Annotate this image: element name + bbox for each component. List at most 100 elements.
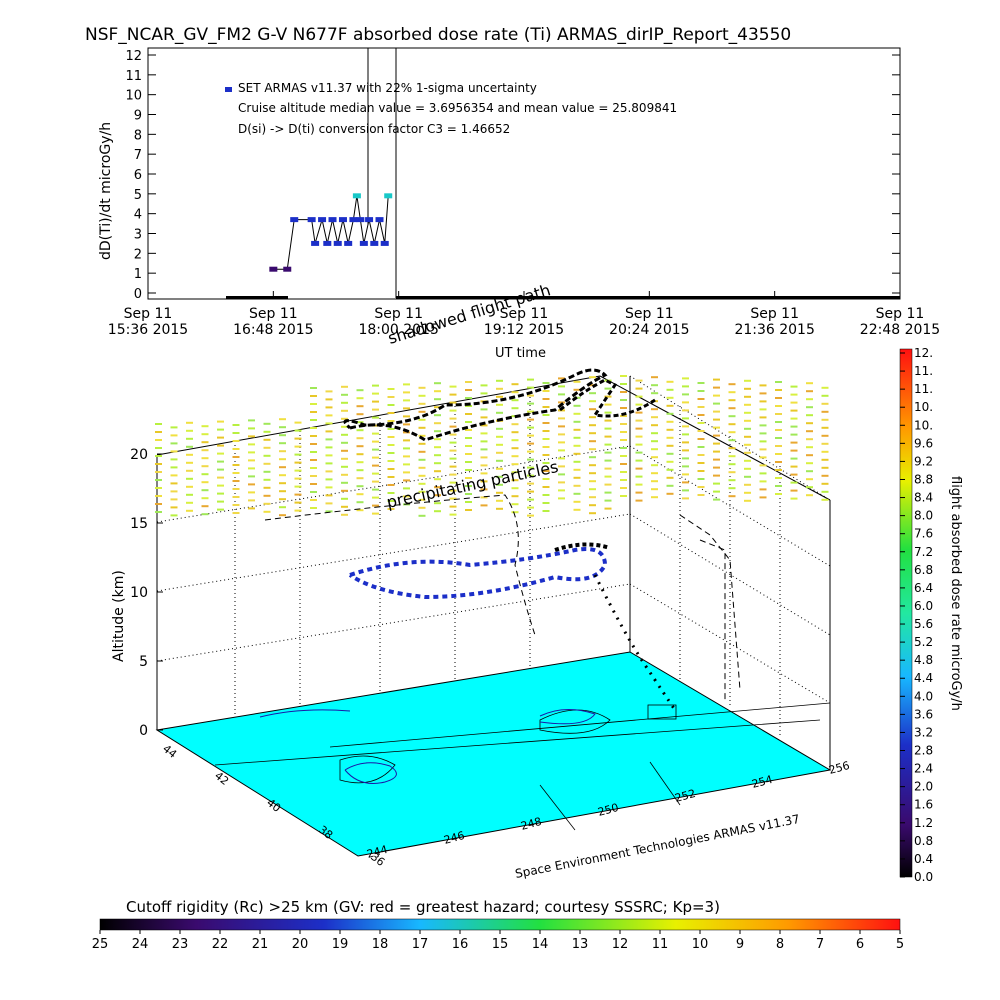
particle-mark — [155, 423, 162, 425]
particle-mark — [279, 514, 286, 517]
particle-mark — [387, 428, 395, 430]
particle-mark — [589, 456, 596, 459]
particle-mark — [682, 425, 689, 428]
particle-mark — [697, 414, 705, 416]
particle-mark — [666, 436, 674, 439]
particle-mark — [744, 491, 751, 494]
particle-mark — [620, 479, 627, 481]
particle-mark — [558, 449, 565, 452]
particle-mark — [651, 432, 658, 435]
particle-mark — [821, 490, 829, 493]
particle-mark — [728, 487, 736, 490]
particle-mark — [232, 480, 240, 482]
particle-mark — [496, 395, 503, 398]
particle-mark — [465, 461, 472, 463]
particle-mark — [651, 496, 658, 499]
particle-mark — [620, 487, 627, 489]
particle-mark — [511, 495, 519, 498]
particle-mark — [527, 418, 534, 421]
altitude-tick-label: 5 — [139, 654, 148, 670]
particle-mark — [682, 441, 689, 444]
particle-mark — [372, 384, 379, 387]
particle-mark — [294, 461, 302, 464]
particle-mark — [465, 421, 472, 423]
x-tick-date: Sep 11 — [500, 306, 549, 322]
particle-mark — [310, 467, 317, 469]
particle-mark — [635, 395, 643, 398]
particle-mark — [759, 392, 767, 395]
particle-mark — [356, 445, 364, 448]
rigidity-tick-label: 10 — [692, 937, 709, 952]
particle-mark — [279, 506, 286, 509]
particle-mark — [573, 444, 581, 447]
rigidity-tick-label: 12 — [612, 937, 629, 952]
particle-mark — [356, 405, 364, 408]
particle-mark — [558, 497, 565, 500]
particle-mark — [728, 463, 736, 466]
particle-mark — [604, 451, 612, 454]
particle-mark — [418, 466, 426, 469]
particle-mark — [635, 443, 643, 446]
particle-mark — [170, 498, 178, 501]
particle-mark — [170, 490, 178, 493]
particle-mark — [372, 480, 379, 483]
particle-mark — [418, 450, 426, 453]
rigidity-ticks: 25 24 23 22 21 20 19 18 17 16 15 14 13 12 11 10 9 8 7 6 5 — [92, 930, 904, 952]
colorbar-tick-label: 0.8 — [914, 834, 933, 848]
particle-mark — [403, 479, 410, 482]
particle-mark — [620, 455, 627, 457]
particle-mark — [279, 482, 286, 485]
particle-mark — [155, 503, 162, 505]
baseline-segment-left — [226, 296, 288, 299]
particle-mark — [620, 407, 627, 409]
particle-mark — [325, 462, 333, 465]
particle-mark — [697, 390, 705, 392]
particle-mark — [387, 500, 395, 502]
map-floor-lines — [214, 702, 831, 831]
particle-mark — [728, 495, 736, 498]
particle-mark — [527, 442, 534, 445]
particle-mark — [697, 406, 705, 408]
particle-mark — [449, 465, 457, 468]
particle-mark — [372, 392, 379, 395]
particle-mark — [790, 457, 798, 460]
particle-mark — [573, 380, 581, 383]
colorbar-tick-label: 2.4 — [914, 762, 933, 776]
rigidity-tick-label: 6 — [856, 937, 864, 952]
particle-mark — [573, 484, 581, 487]
particle-mark — [713, 418, 720, 421]
particle-mark — [790, 473, 798, 476]
particle-mark — [790, 489, 798, 492]
particle-mark — [465, 397, 472, 399]
particle-mark — [620, 415, 627, 417]
rigidity-tick-label: 20 — [292, 937, 309, 952]
particle-mark — [325, 470, 333, 473]
particle-mark — [310, 507, 317, 509]
particle-mark — [744, 387, 751, 390]
particle-mark — [403, 455, 410, 458]
particle-mark — [418, 434, 426, 437]
particle-mark — [666, 412, 674, 415]
particle-mark — [573, 476, 581, 479]
particle-mark — [496, 507, 503, 510]
particle-mark — [232, 496, 240, 498]
particle-mark — [201, 513, 209, 516]
particle-mark — [310, 483, 317, 485]
colorbar-tick-label: 0.4 — [914, 852, 933, 866]
longitude-tick-label: 248 — [519, 815, 543, 833]
particle-mark — [186, 485, 193, 488]
particle-mark — [341, 497, 348, 500]
particle-mark — [201, 465, 209, 468]
particle-mark — [527, 514, 534, 517]
particle-mark — [449, 393, 457, 396]
particle-mark — [697, 398, 705, 400]
particle-mark — [248, 483, 255, 486]
particle-mark — [186, 429, 193, 432]
colorbar-tick-label: 4.4 — [914, 671, 933, 685]
particle-mark — [682, 433, 689, 436]
particle-mark — [279, 450, 286, 453]
particle-mark — [372, 456, 379, 459]
particle-mark — [542, 446, 550, 448]
particle-mark — [589, 464, 596, 467]
particle-mark — [775, 485, 782, 487]
